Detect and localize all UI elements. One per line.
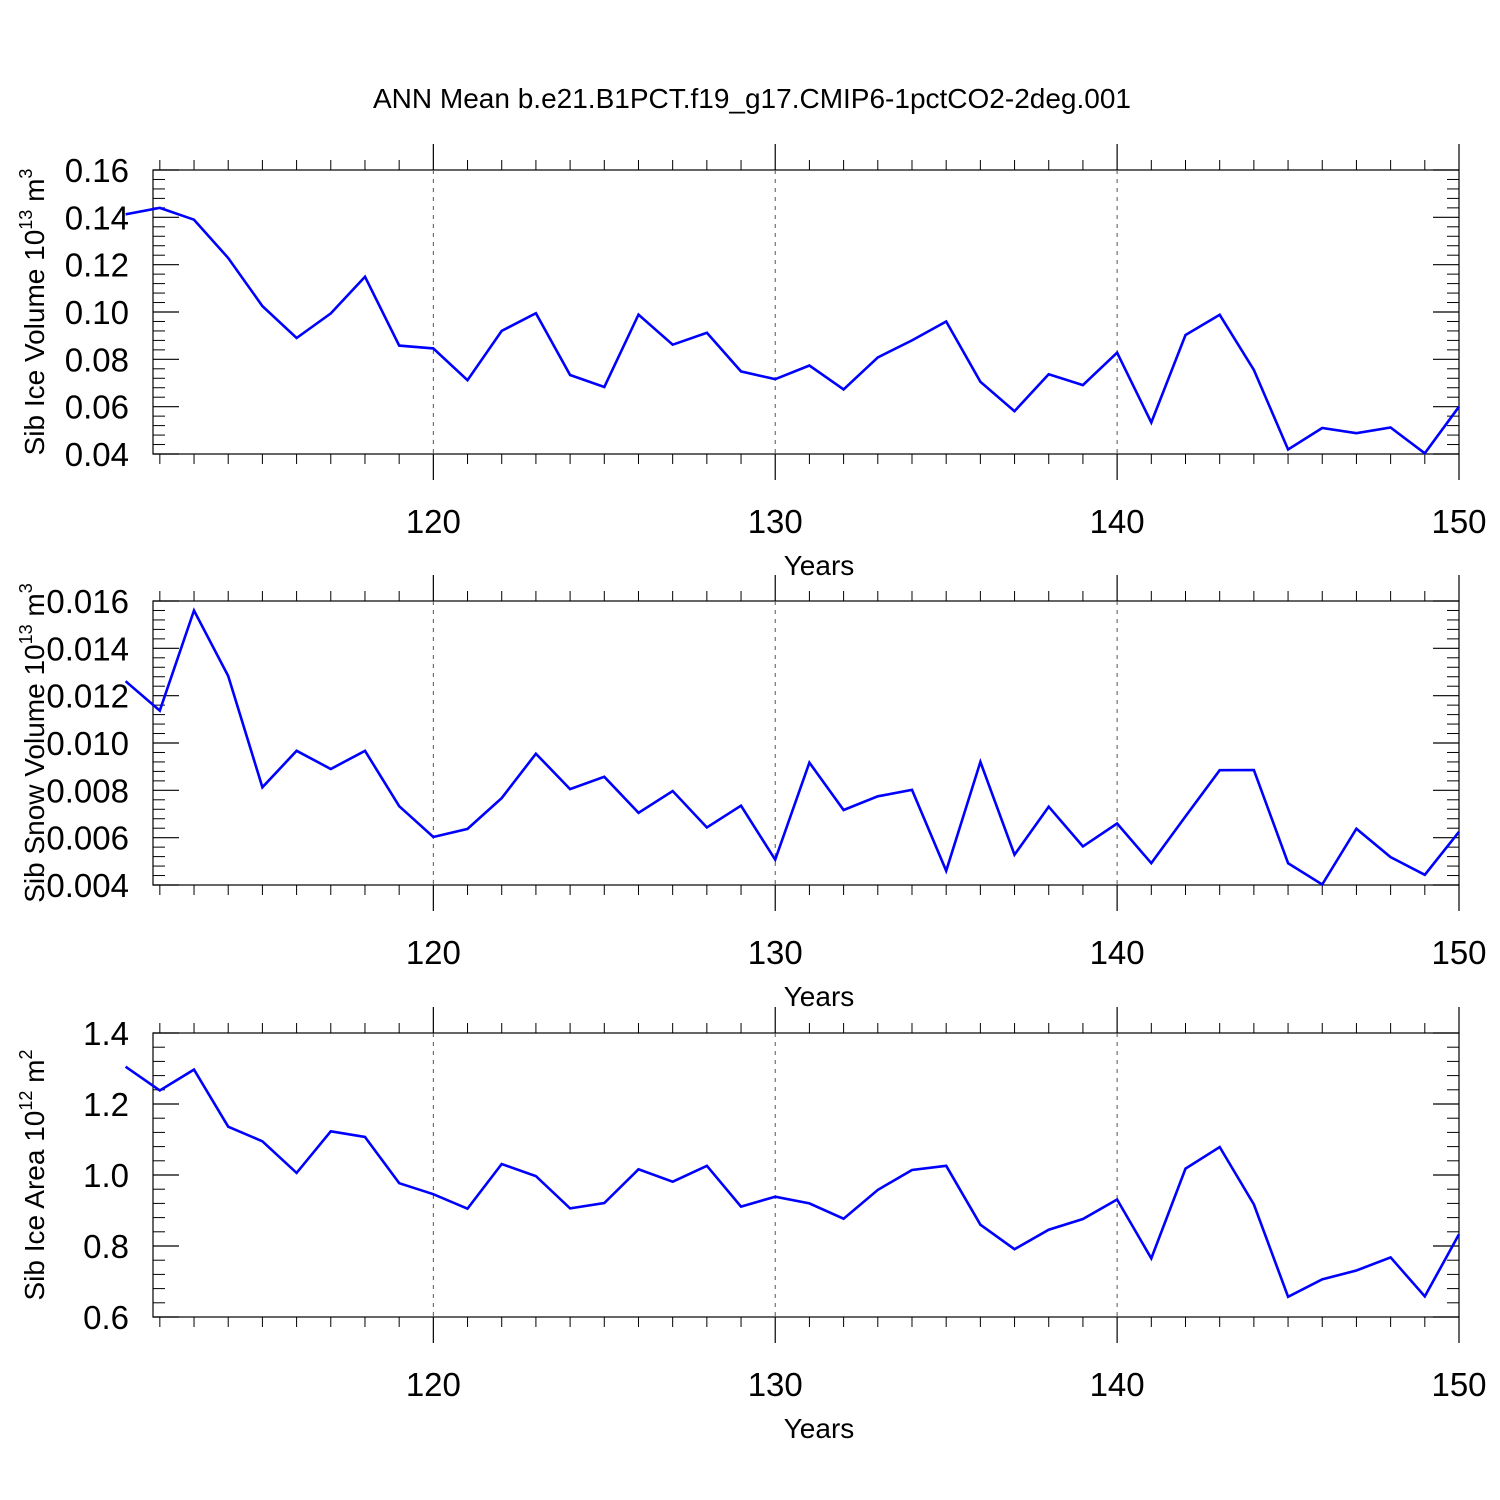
x-axis-label: Years	[784, 981, 855, 1012]
x-tick-label: 130	[748, 503, 803, 540]
y-tick-label: 0.8	[83, 1228, 129, 1265]
x-axis-label: Years	[784, 1413, 855, 1444]
y-tick-label: 0.006	[46, 820, 129, 857]
y-tick-label: 0.16	[65, 152, 129, 189]
y-tick-label: 0.10	[65, 294, 129, 331]
x-tick-label: 130	[748, 934, 803, 971]
plot-frame	[152, 169, 1460, 455]
y-axis-label: Sib Snow Volume 1013 m3	[16, 583, 50, 903]
y-tick-label: 0.6	[83, 1299, 129, 1336]
y-tick-label: 1.4	[83, 1015, 129, 1052]
y-tick-label: 0.014	[46, 630, 129, 667]
chart-panel-1: 120 130 140 150 0.04 0.06 0.08 0.10 0.12 0.14 0.16…	[16, 144, 1487, 581]
y-tick-label: 0.010	[46, 725, 129, 762]
x-tick-label: 140	[1090, 503, 1145, 540]
x-tick-label: 150	[1431, 1366, 1486, 1403]
y-tick-label: 0.08	[65, 341, 129, 378]
y-tick-label: 1.0	[83, 1157, 129, 1194]
x-tick-label: 130	[748, 1366, 803, 1403]
x-tick-label: 120	[406, 934, 461, 971]
chart-panels: 120 130 140 150 0.04 0.06 0.08 0.10 0.12 0.14 0.16…	[16, 144, 1487, 1444]
y-axis-label: Sib Ice Area 1012 m2	[16, 1049, 50, 1300]
x-tick-label: 140	[1090, 1366, 1145, 1403]
y-axis-label: Sib Ice Volume 1013 m3	[16, 169, 50, 456]
x-axis-label: Years	[784, 550, 855, 581]
x-tick-label: 120	[406, 503, 461, 540]
y-tick-label: 0.012	[46, 678, 129, 715]
figure-title: ANN Mean b.e21.B1PCT.f19_g17.CMIP6-1pctC…	[373, 83, 1131, 114]
x-tick-label: 150	[1431, 503, 1486, 540]
y-tick-label: 0.14	[65, 199, 129, 236]
y-tick-label: 0.016	[46, 583, 129, 620]
series-line	[124, 607, 1461, 887]
plot-frame	[152, 1032, 1460, 1318]
x-tick-label: 140	[1090, 934, 1145, 971]
y-tick-label: 0.008	[46, 772, 129, 809]
y-tick-label: 0.12	[65, 247, 129, 284]
plot-frame	[152, 600, 1460, 886]
series-line	[125, 206, 1461, 456]
x-tick-label: 120	[406, 1366, 461, 1403]
y-tick-label: 0.06	[65, 389, 129, 426]
y-tick-label: 0.04	[65, 436, 129, 473]
y-tick-label: 1.2	[83, 1086, 129, 1123]
x-tick-label: 150	[1431, 934, 1486, 971]
series-line	[124, 1065, 1461, 1299]
chart-panel-2: 120 130 140 150 0.004 0.006 0.008 0.010 0.012 0.0…	[16, 575, 1487, 1012]
y-tick-label: 0.004	[46, 867, 129, 904]
chart-panel-3: 120 130 140 150 0.6 0.8 1.0 1.2 1.4 Years Sib Ice …	[16, 1007, 1487, 1444]
